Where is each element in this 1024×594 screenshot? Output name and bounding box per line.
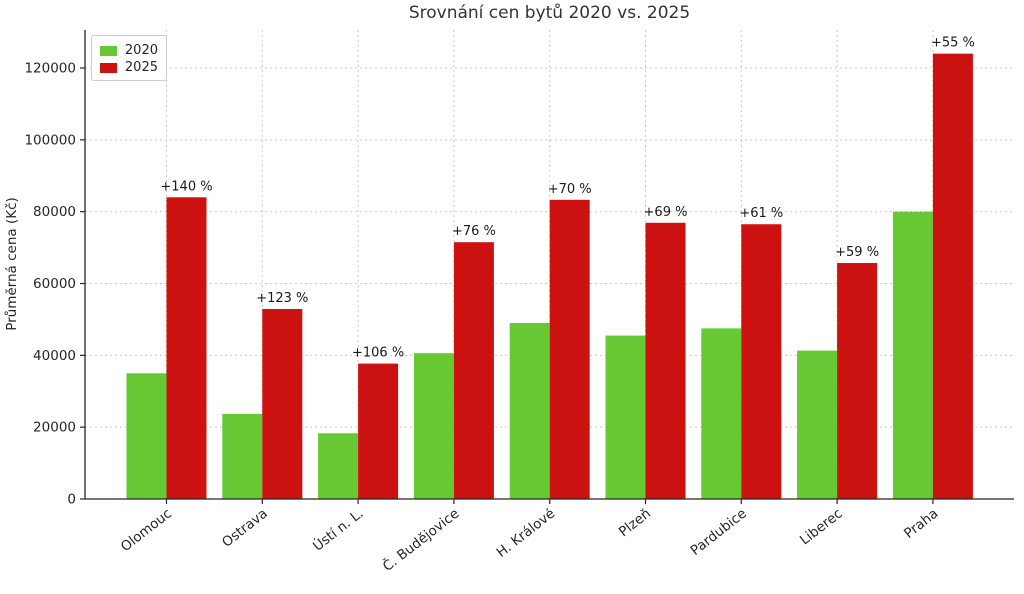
bar-2025-ostrava [262,309,303,499]
y-axis-label: Průměrná cena (Kč) [4,197,20,331]
legend-swatch-2025-icon [100,62,117,73]
chart-title: Srovnání cen bytů 2020 vs. 2025 [408,3,691,23]
x-tick-label-plze: Plzeň [616,506,654,541]
bar-2020-praha [892,211,933,499]
pct-label-st-n-l: +106 % [352,346,404,361]
pct-label-olomouc: +140 % [160,179,212,194]
bar-2025-liberec [837,263,878,499]
bar-2025-pardubice [741,224,782,500]
x-tick-label-st-n-l: Ústí n. L. [309,504,367,555]
legend: 2020 2025 [91,35,167,81]
legend-entry-2025: 2025 [100,60,158,76]
y-tick-label: 0 [67,492,76,508]
pct-label-plze: +69 % [644,205,688,220]
bar-2020-plze [605,335,646,499]
y-tick-label: 80000 [33,204,76,220]
bar-2020-liberec [797,350,838,499]
x-tick-label-pardubice: Pardubice [688,506,750,559]
bar-2020-h-kr-lov [509,323,550,499]
y-tick-label: 60000 [33,276,76,292]
y-tick-label: 120000 [24,61,76,77]
pct-label-praha: +55 % [931,36,975,51]
y-tick-label: 40000 [33,348,76,364]
bar-2020-ostrava [222,413,263,499]
pct-label-bud-jovice: +76 % [452,224,496,239]
bar-2025-bud-jovice [453,242,494,499]
x-tick-label-h-kr-lov: H. Králové [494,506,559,561]
y-tick-label: 20000 [33,420,76,436]
bar-2020-olomouc [126,373,167,499]
bar-2020-pardubice [701,328,742,499]
pct-label-pardubice: +61 % [739,206,783,221]
bar-2020-st-n-l [318,433,359,499]
bar-2025-plze [645,222,686,499]
legend-swatch-2020-icon [100,45,117,56]
x-tick-label-ostrava: Ostrava [219,506,271,551]
bar-2025-praha [932,53,973,500]
x-tick-label-bud-jovice: Č. Budějovice [379,504,463,575]
bar-2025-olomouc [166,197,207,500]
x-tick-label-olomouc: Olomouc [118,506,175,556]
y-tick-label: 100000 [24,132,76,148]
bar-2025-h-kr-lov [549,199,590,500]
pct-label-h-kr-lov: +70 % [548,182,592,197]
legend-label-2020: 2020 [124,43,158,58]
pct-label-ostrava: +123 % [256,291,308,306]
x-tick-label-praha: Praha [901,506,941,542]
pct-label-liberec: +59 % [835,245,879,260]
legend-label-2025: 2025 [124,60,158,75]
bar-2020-bud-jovice [413,353,454,499]
legend-entry-2020: 2020 [100,43,158,59]
x-tick-label-liberec: Liberec [797,506,846,549]
bar-2025-st-n-l [358,363,399,499]
